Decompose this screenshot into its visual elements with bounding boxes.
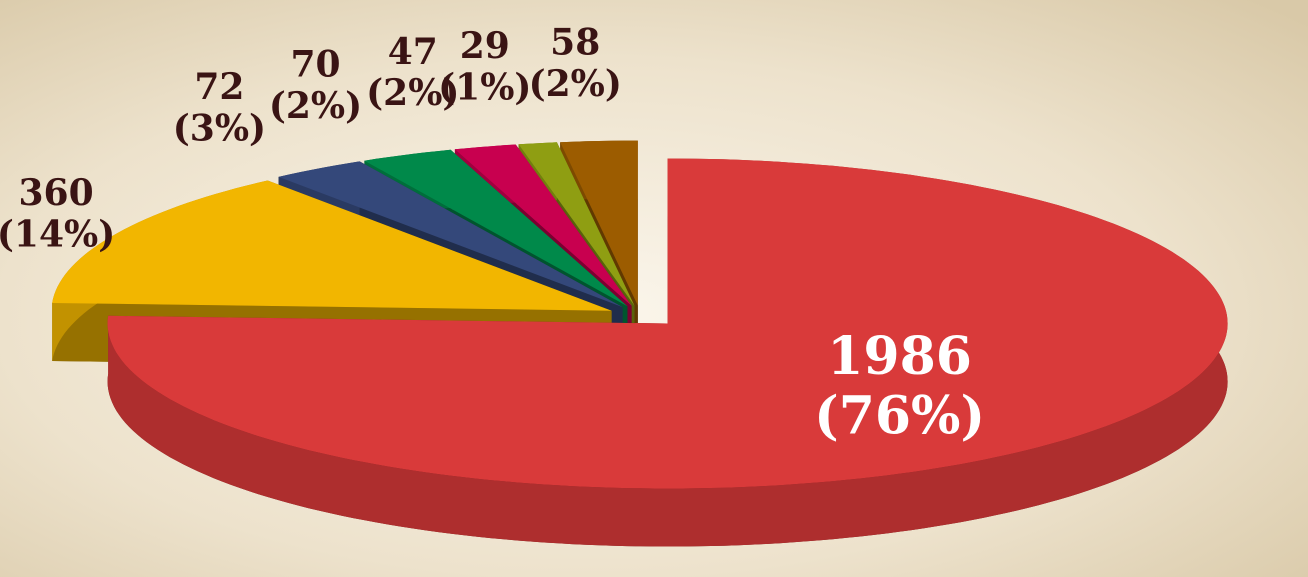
percent-label: (3%) bbox=[173, 107, 266, 149]
data-label: 58 bbox=[550, 22, 600, 64]
data-label: 47 bbox=[388, 31, 438, 73]
slice-top bbox=[518, 142, 635, 306]
percent-label: (2%) bbox=[269, 85, 362, 127]
plot-area: 1986(76%)360(14%)72(3%)70(2%)47(2%)29(1%… bbox=[0, 22, 1228, 547]
data-label: 360 bbox=[18, 172, 93, 214]
slice bbox=[107, 158, 1228, 547]
percent-label: (76%) bbox=[814, 386, 985, 447]
data-label: 29 bbox=[460, 25, 510, 67]
slice-top bbox=[454, 144, 632, 306]
data-label: 1986 bbox=[827, 326, 972, 387]
data-label: 72 bbox=[194, 66, 244, 108]
percent-label: (1%) bbox=[438, 67, 531, 109]
slice-top bbox=[107, 158, 1228, 489]
percent-label: (2%) bbox=[366, 72, 459, 114]
percent-label: (2%) bbox=[529, 63, 622, 105]
slice-top bbox=[278, 161, 623, 308]
data-label: 70 bbox=[290, 44, 340, 86]
slice-top bbox=[560, 140, 638, 306]
slice-top bbox=[52, 180, 612, 311]
slice-top bbox=[364, 149, 628, 307]
percent-label: (14%) bbox=[0, 214, 115, 256]
